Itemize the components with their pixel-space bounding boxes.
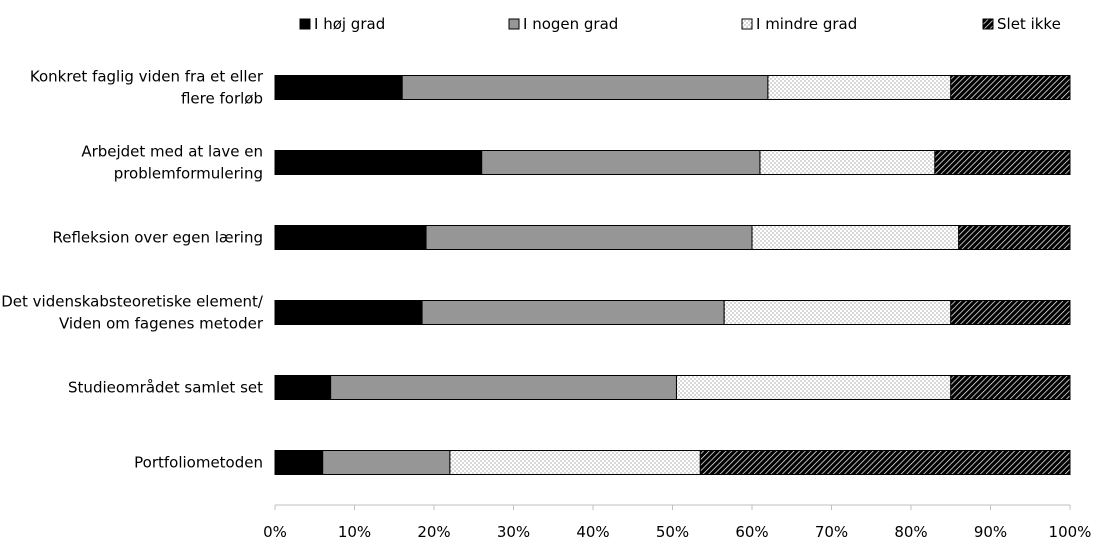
bar-segment xyxy=(675,375,952,400)
bar-segment xyxy=(934,150,1071,175)
x-tick-label: 0% xyxy=(263,523,287,541)
x-tick-label: 70% xyxy=(815,523,848,541)
category-labels: Konkret faglig viden fra et eller flere f… xyxy=(1,68,264,472)
x-tick-label: 60% xyxy=(735,523,768,541)
bar-segment xyxy=(481,150,761,175)
bar-segment xyxy=(330,375,677,400)
bar-segment xyxy=(401,75,769,100)
bar-segment xyxy=(421,300,725,325)
bar-segment xyxy=(767,75,952,100)
bar-segment xyxy=(950,75,1071,100)
bar-segment xyxy=(950,300,1071,325)
bars xyxy=(274,75,1071,475)
bar-segment xyxy=(723,300,952,325)
bar-segment xyxy=(425,225,753,250)
bar-segment xyxy=(274,300,423,325)
category-label: Arbejdet med at lave en xyxy=(81,143,263,161)
bar-segment xyxy=(274,450,324,475)
legend-label: I høj grad xyxy=(314,15,385,33)
x-tick-label: 80% xyxy=(894,523,927,541)
x-tick-label: 20% xyxy=(417,523,450,541)
bar-segment xyxy=(449,450,701,475)
x-axis: 0% 10% 20% 30% 40% 50% 60% 70% 80% 90% 100% xyxy=(263,504,1092,541)
bar-segment xyxy=(958,225,1071,250)
bar-segment xyxy=(699,450,1071,475)
bar-segment xyxy=(322,450,451,475)
category-label: Viden om fagenes metoder xyxy=(59,315,264,333)
bar-segment xyxy=(274,225,427,250)
category-label: Konkret faglig viden fra et eller xyxy=(30,68,264,86)
legend-label: Slet ikke xyxy=(997,15,1061,33)
x-tick-label: 30% xyxy=(497,523,530,541)
legend-swatch xyxy=(982,18,994,30)
bar-segment xyxy=(274,375,332,400)
category-label: Det videnskabsteoretiske element/ xyxy=(1,293,264,311)
category-label: problemformulering xyxy=(114,165,263,183)
bar-segment xyxy=(751,225,960,250)
legend-swatch xyxy=(299,18,311,30)
legend-swatch xyxy=(741,18,753,30)
category-label: Studieområdet samlet set xyxy=(68,379,263,397)
x-tick-label: 100% xyxy=(1049,523,1092,541)
legend-label: I mindre grad xyxy=(756,15,857,33)
x-tick-label: 50% xyxy=(656,523,689,541)
bar-segment xyxy=(274,150,483,175)
bar-segment xyxy=(950,375,1071,400)
x-tick-label: 40% xyxy=(576,523,609,541)
category-label: flere forløb xyxy=(181,90,263,108)
bar-segment xyxy=(759,150,936,175)
bar-segment xyxy=(274,75,403,100)
legend-label: I nogen grad xyxy=(523,15,618,33)
x-tick-label: 10% xyxy=(338,523,371,541)
legend-swatch xyxy=(508,18,520,30)
category-label: Refleksion over egen læring xyxy=(52,229,263,247)
legend: I høj grad I nogen grad I mindre grad Slet … xyxy=(299,15,1061,33)
category-label: Portfoliometoden xyxy=(134,454,263,472)
x-tick-label: 90% xyxy=(974,523,1007,541)
